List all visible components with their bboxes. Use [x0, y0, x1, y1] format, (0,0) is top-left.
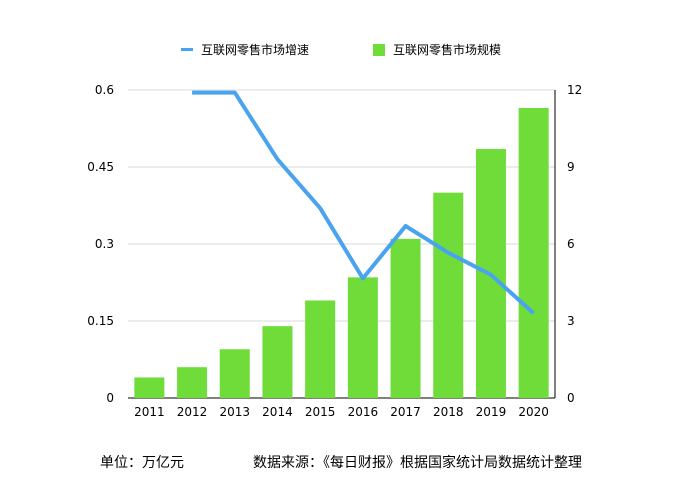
legend-growth-label: 互联网零售市场增速	[201, 43, 310, 57]
growth-line	[192, 90, 536, 315]
x-tick-label: 2018	[433, 405, 464, 419]
x-tick-label: 2012	[177, 405, 208, 419]
bar	[262, 326, 293, 398]
y-right-tick-label: 3	[567, 314, 575, 328]
y-right-tick-label: 0	[567, 391, 575, 405]
legend-bar-swatch	[373, 43, 385, 56]
legend-line-swatch	[181, 48, 193, 51]
bar	[305, 300, 336, 398]
bar	[177, 367, 208, 398]
bar	[390, 238, 421, 398]
source-note: 数据来源：《每日财报》根据国家统计局数据统计整理	[253, 455, 582, 471]
bar	[219, 349, 250, 398]
legend-scale-label: 互联网零售市场规模	[393, 43, 502, 57]
legend-item-scale: 互联网零售市场规模	[373, 41, 501, 58]
bar	[347, 277, 378, 398]
unit-note: 单位：万亿元	[100, 455, 184, 471]
y-left-tick-label: 0	[106, 391, 114, 405]
x-tick-label: 2017	[390, 405, 421, 419]
y-left-tick-label: 0.45	[87, 160, 114, 174]
x-tick-label: 2014	[262, 405, 293, 419]
x-tick-label: 2013	[219, 405, 250, 419]
x-tick-label: 2020	[518, 405, 549, 419]
y-right-tick-label: 12	[567, 83, 582, 97]
bar	[134, 377, 165, 398]
bar	[433, 192, 464, 398]
x-tick-label: 2019	[476, 405, 507, 419]
legend-item-growth: 互联网零售市场增速	[181, 41, 309, 58]
y-right-tick-label: 6	[567, 237, 575, 251]
y-left-tick-label: 0.15	[87, 314, 114, 328]
x-tick-label: 2015	[305, 405, 336, 419]
x-tick-label: 2011	[134, 405, 165, 419]
bar	[518, 107, 549, 398]
y-left-tick-label: 0.3	[95, 237, 114, 251]
y-left-tick-label: 0.6	[95, 83, 114, 97]
x-tick-label: 2016	[348, 405, 379, 419]
y-right-tick-label: 9	[567, 160, 575, 174]
